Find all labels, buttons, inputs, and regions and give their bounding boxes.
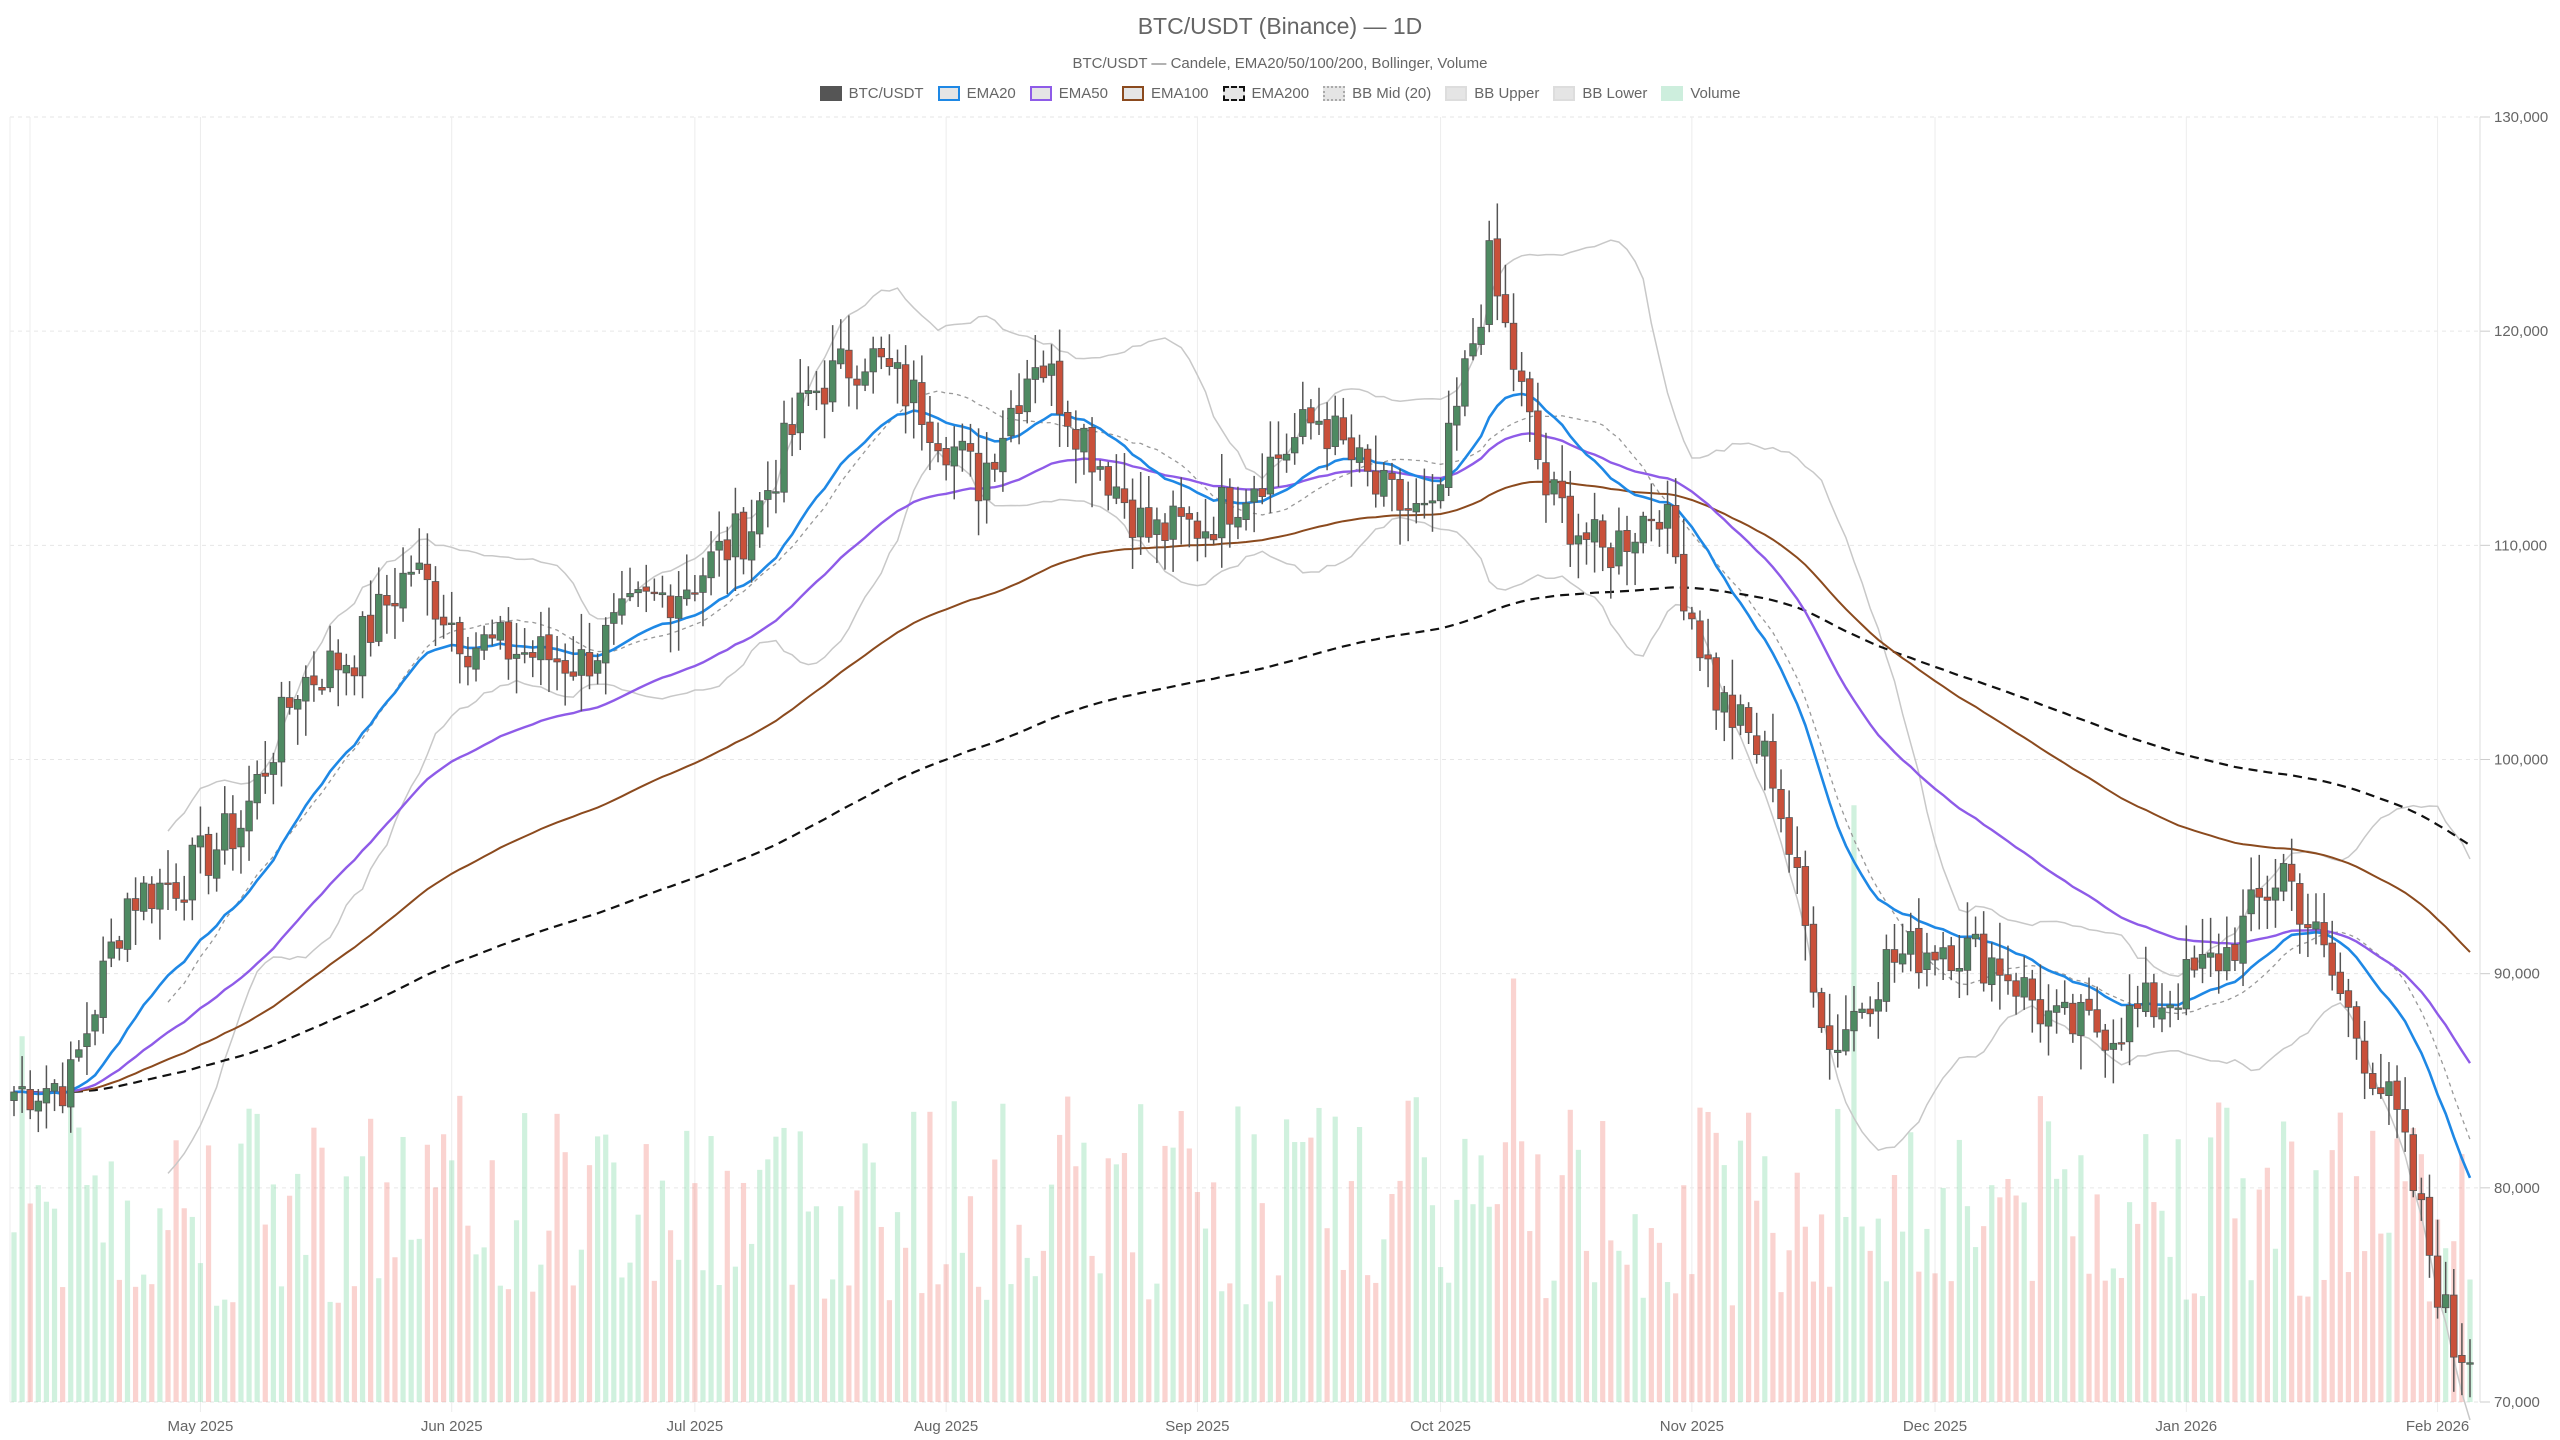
legend-swatch-icon [1121, 86, 1144, 101]
x-tick-label: Feb 2026 [2406, 1418, 2469, 1435]
y-tick-label: 70,000 [2494, 1394, 2540, 1411]
ema20-line [13, 392, 2472, 1179]
legend-label: Volume [1690, 85, 1741, 102]
x-tick-label: Nov 2025 [1660, 1418, 1724, 1435]
chart-title: BTC/USDT (Binance) — 1D [1137, 13, 1423, 39]
legend-swatch-icon [1029, 86, 1052, 101]
x-tick-label: May 2025 [167, 1418, 233, 1435]
legend-swatch-icon [1323, 86, 1346, 101]
chart-subtitle: BTC/USDT — Candele, EMA20/50/100/200, Bo… [1072, 55, 1488, 72]
y-tick-label: 110,000 [2494, 537, 2547, 554]
legend-label: EMA200 [1251, 85, 1310, 102]
legend-label: BTC/USDT [848, 85, 924, 102]
legend-item-bb-upper[interactable]: BB Upper [1445, 85, 1539, 102]
grid: 70,000 80,000 90,000 100,000 110,000 120,000 1… [9, 109, 2548, 1435]
legend-label: EMA100 [1150, 85, 1209, 102]
legend-label: BB Lower [1582, 85, 1648, 102]
ema50-line [13, 432, 2472, 1095]
legend-item-ema50[interactable]: EMA50 [1029, 85, 1108, 102]
legend-item-ema200[interactable]: EMA200 [1222, 85, 1310, 102]
x-tick-label: Dec 2025 [1903, 1418, 1967, 1435]
bb-lower-line [167, 450, 2471, 1421]
bb-upper-line [167, 239, 2471, 978]
x-tick-label: Aug 2025 [914, 1418, 978, 1435]
legend-item-bb-mid-20[interactable]: BB Mid (20) [1323, 85, 1431, 102]
y-tick-label: 120,000 [2494, 323, 2548, 340]
legend-item-ema20[interactable]: EMA20 [937, 85, 1016, 102]
y-tick-label: 100,000 [2494, 752, 2548, 769]
ema200-line [13, 586, 2471, 1094]
bb-mid-line [167, 390, 2471, 1140]
x-tick-label: Jul 2025 [667, 1418, 724, 1435]
y-tick-label: 130,000 [2494, 109, 2548, 126]
candles [10, 203, 2474, 1398]
x-tick-label: Sep 2025 [1165, 1418, 1229, 1435]
legend-swatch-icon [937, 86, 960, 101]
y-tick-label: 80,000 [2494, 1180, 2540, 1197]
legend-item-bb-lower[interactable]: BB Lower [1553, 85, 1647, 102]
legend-item-volume[interactable]: Volume [1661, 85, 1740, 102]
x-tick-label: Oct 2025 [1410, 1418, 1471, 1435]
legend-swatch-icon [819, 86, 842, 101]
x-tick-label: Jun 2025 [421, 1418, 483, 1435]
indicator-lines [13, 239, 2472, 1421]
legend-label: EMA20 [966, 85, 1016, 102]
legend-item-ema100[interactable]: EMA100 [1121, 85, 1209, 102]
legend-swatch-icon [1661, 86, 1684, 101]
legend-swatch-icon [1553, 86, 1576, 101]
legend-swatch-icon [1445, 86, 1468, 101]
legend-label: EMA50 [1058, 85, 1108, 102]
legend: BTC/USDT EMA20 EMA50 EMA100 EMA200 BB Mid (20… [0, 85, 2560, 102]
x-tick-label: Jan 2026 [2155, 1418, 2217, 1435]
volume-bars [11, 805, 2473, 1402]
ema100-line [13, 480, 2471, 1094]
y-tick-label: 90,000 [2494, 966, 2540, 983]
legend-item-btc-usdt[interactable]: BTC/USDT [819, 85, 924, 102]
legend-swatch-icon [1222, 86, 1245, 101]
legend-label: BB Mid (20) [1352, 85, 1432, 102]
legend-label: BB Upper [1474, 85, 1540, 102]
